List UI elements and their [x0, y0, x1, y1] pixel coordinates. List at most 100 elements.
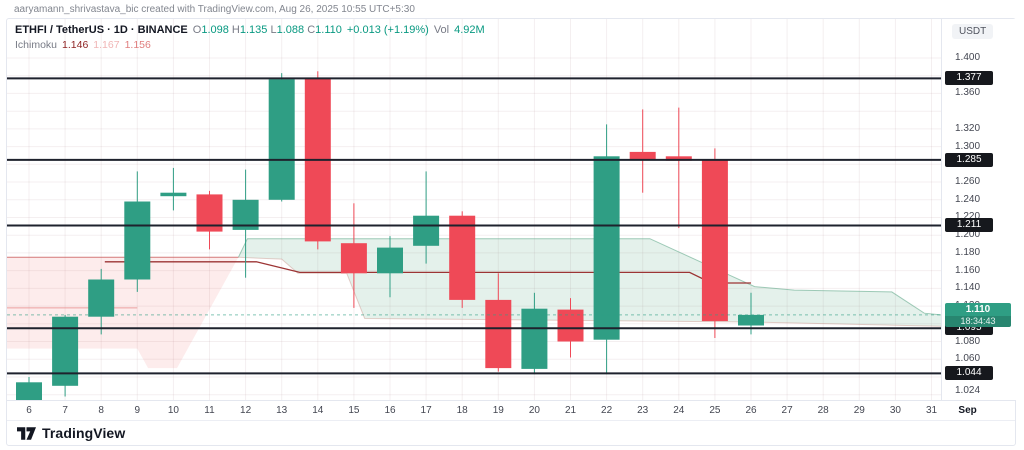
price-tick-label: 1.024	[955, 385, 981, 397]
price-tick-label: 1.080	[955, 335, 981, 347]
time-tick-label: 22	[601, 405, 613, 416]
price-tick-label: 1.300	[955, 140, 981, 152]
ohlc-value: 1.110	[315, 23, 342, 36]
time-tick-label: 18	[456, 405, 468, 416]
ohlc-key: H	[231, 23, 240, 36]
price-level-badge: 1.377	[945, 71, 993, 86]
time-tick-label: 19	[492, 405, 504, 416]
time-tick-label: 27	[781, 405, 793, 416]
price-tick-label: 1.320	[955, 122, 981, 134]
time-tick-label: 8	[98, 405, 104, 416]
chart-card: ETHFI / TetherUS · 1D · BINANCE O1.098 H…	[6, 18, 1016, 446]
price-tick-label: 1.260	[955, 176, 981, 188]
ohlc-key: O	[192, 23, 202, 36]
time-tick-label: 11	[204, 405, 215, 416]
time-tick-label: 28	[817, 405, 829, 416]
ohlc-values: O1.098 H1.135 L1.088 C1.110	[193, 24, 342, 36]
candle-body	[738, 314, 764, 326]
tradingview-logo-icon[interactable]	[17, 426, 36, 440]
bar-countdown: 18:34:43	[945, 315, 1011, 327]
ichimoku-cloud-bearish	[7, 257, 239, 369]
ichimoku-cloud-bullish	[238, 238, 941, 327]
time-tick-label: 12	[240, 405, 252, 416]
candle-body	[485, 299, 512, 369]
ohlc-key: L	[270, 23, 277, 36]
candle-body	[377, 247, 403, 274]
ohlc-key: C	[307, 23, 316, 36]
price-tick-label: 1.160	[955, 264, 981, 276]
chart-canvas[interactable]	[7, 19, 941, 400]
candle-body	[701, 159, 728, 322]
time-tick-label: 25	[709, 405, 721, 416]
time-tick-label: 7	[62, 405, 68, 416]
price-level-badge: 1.044	[945, 366, 993, 381]
time-tick-label: 21	[564, 405, 577, 416]
ohlc-value: 1.135	[239, 23, 271, 36]
candle-body	[160, 192, 187, 197]
indicator-value: 1.146	[62, 38, 89, 51]
candle-body	[413, 215, 440, 246]
candle-body	[16, 382, 42, 400]
indicator-value: 1.156	[124, 38, 151, 51]
time-tick-label: Sep	[958, 405, 977, 416]
candle-body	[268, 79, 295, 200]
ohlc-value: 1.088	[276, 23, 308, 36]
time-tick-label: 29	[853, 405, 865, 416]
time-tick-label: 6	[26, 405, 32, 416]
price-tick-label: 1.140	[955, 282, 981, 294]
price-tick-label: 1.220	[955, 211, 981, 223]
time-tick-label: 20	[528, 405, 540, 416]
volume-label: Vol	[433, 23, 450, 36]
time-axis[interactable]: 6 7 8 9 10 11 12 13 14 15 16 17 18 19 20 21 22 23 24 25 26 27…	[7, 400, 1015, 421]
time-tick-label: 13	[276, 405, 288, 416]
time-tick-label: 15	[348, 405, 360, 416]
time-tick-label: 24	[673, 405, 685, 416]
price-tick-label: 1.200	[955, 229, 981, 241]
candle-body	[124, 201, 151, 280]
time-tick-label: 17	[420, 405, 432, 416]
price-tick-label: 1.060	[955, 353, 981, 365]
candle-body	[52, 316, 79, 386]
indicator-values: 1.146 1.167 1.156	[62, 39, 156, 51]
candle-body	[521, 308, 548, 369]
time-tick-label: 30	[889, 405, 901, 416]
price-change: +0.013 (+1.19%)	[346, 23, 429, 36]
candle-body	[629, 151, 656, 159]
time-tick-label: 31	[925, 405, 938, 416]
candle-body	[88, 279, 115, 317]
last-price-value: 1.110	[965, 303, 991, 315]
price-tick-label: 1.400	[955, 52, 981, 63]
price-axis[interactable]: USDT 1.400 1.360 1.320 1.300 1.260 1.240 1.220…	[941, 19, 1016, 400]
volume-value: 4.92M	[454, 23, 485, 36]
candle-body	[340, 243, 367, 274]
time-tick-label: 26	[745, 405, 757, 416]
indicator-name: Ichimoku	[15, 38, 58, 51]
symbol-title: ETHFI / TetherUS · 1D · BINANCE	[15, 23, 188, 36]
candle-body	[593, 156, 620, 340]
price-level-badge: 1.285	[945, 152, 993, 167]
candle-body	[449, 215, 476, 300]
time-tick-label: 23	[637, 405, 649, 416]
symbol-row: ETHFI / TetherUS · 1D · BINANCE O1.098 H…	[15, 22, 485, 37]
candle-body	[557, 309, 584, 342]
time-tick-label: 10	[167, 405, 179, 416]
logo-strip: TradingView	[7, 420, 1015, 445]
time-tick-label: 14	[312, 405, 324, 416]
chart-legend: ETHFI / TetherUS · 1D · BINANCE O1.098 H…	[15, 22, 485, 52]
lead-a-line	[237, 238, 941, 316]
ohlc-value: 1.098	[201, 23, 232, 36]
last-price-badge: 1.110 18:34:43	[945, 302, 1011, 327]
price-tick-label: 1.360	[955, 87, 981, 99]
tradingview-logo-text[interactable]: TradingView	[42, 425, 126, 441]
indicator-value: 1.167	[93, 38, 120, 51]
time-tick-label: 16	[384, 405, 396, 416]
candle-body	[665, 156, 692, 161]
indicator-row: Ichimoku 1.146 1.167 1.156	[15, 37, 485, 52]
price-level-badge: 1.211	[945, 218, 993, 233]
price-tick-label: 1.180	[955, 246, 981, 258]
time-tick-label: 9	[134, 405, 141, 416]
currency-label: USDT	[952, 24, 994, 39]
attribution-text: aaryamann_shrivastava_bic created with T…	[14, 4, 415, 15]
price-tick-label: 1.240	[955, 193, 981, 205]
